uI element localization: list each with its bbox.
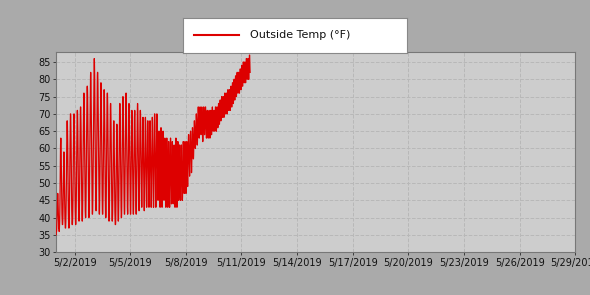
Text: Outside Temp (°F): Outside Temp (°F) bbox=[250, 30, 350, 40]
